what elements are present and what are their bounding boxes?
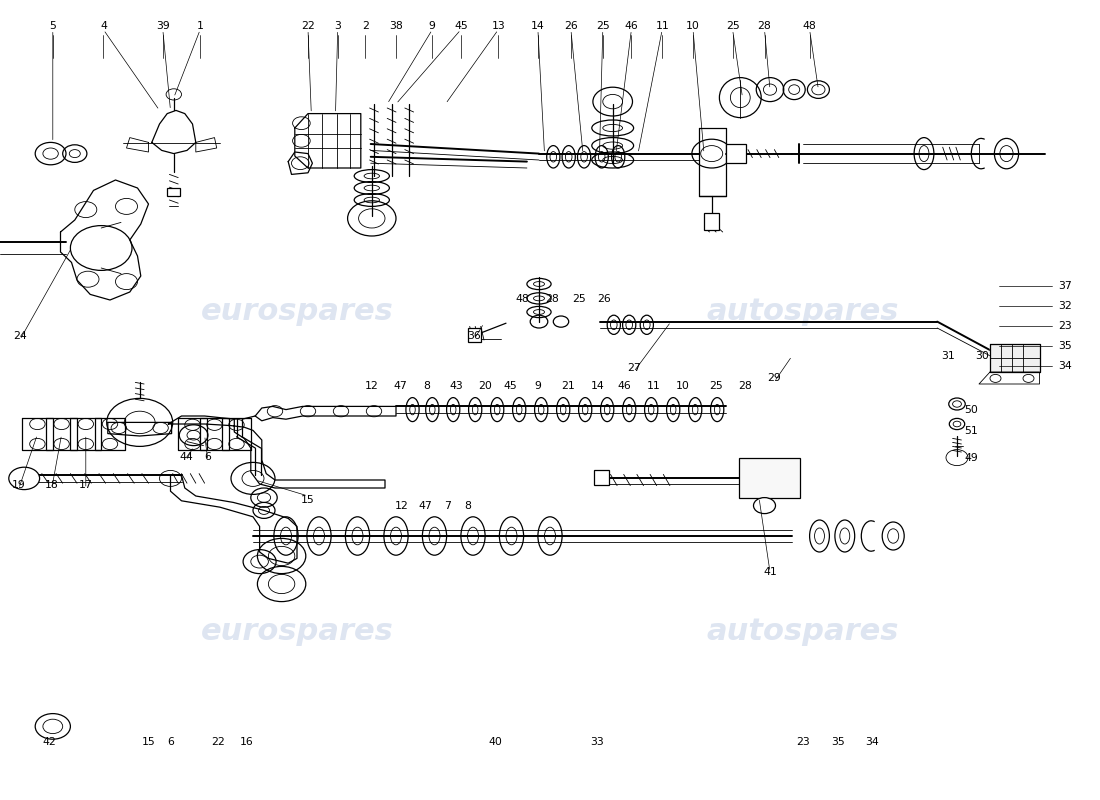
Text: 47: 47 [419, 501, 432, 510]
Text: 32: 32 [1058, 302, 1071, 311]
Text: 22: 22 [211, 738, 224, 747]
Text: 31: 31 [942, 351, 955, 361]
Text: 6: 6 [205, 452, 211, 462]
Bar [704, 213, 719, 230]
Text: 35: 35 [1058, 342, 1071, 351]
Text: 21: 21 [561, 381, 574, 390]
Text: 14: 14 [591, 381, 604, 390]
Text: 25: 25 [596, 21, 609, 30]
Text: 27: 27 [627, 363, 640, 373]
Text: 20: 20 [478, 381, 492, 390]
Text: 15: 15 [301, 495, 315, 505]
Text: 45: 45 [504, 381, 517, 390]
Text: 23: 23 [796, 738, 810, 747]
Text: 39: 39 [156, 21, 169, 30]
Text: 37: 37 [1058, 282, 1071, 291]
Bar [739, 458, 800, 498]
Text: 47: 47 [394, 381, 407, 390]
Text: 41: 41 [763, 567, 777, 577]
Text: 17: 17 [79, 480, 92, 490]
Text: 12: 12 [365, 381, 378, 390]
Text: 26: 26 [564, 21, 578, 30]
Text: 46: 46 [625, 21, 638, 30]
Text: 1: 1 [197, 21, 204, 30]
Bar [167, 188, 180, 196]
Text: 9: 9 [429, 21, 436, 30]
Text: 40: 40 [488, 738, 502, 747]
Bar [468, 328, 481, 342]
Bar [594, 470, 609, 485]
Polygon shape [990, 344, 1040, 372]
Text: 35: 35 [832, 738, 845, 747]
Text: 25: 25 [710, 381, 723, 390]
Text: 28: 28 [738, 381, 751, 390]
Text: 43: 43 [450, 381, 463, 390]
Text: 49: 49 [965, 453, 978, 462]
Text: 25: 25 [726, 21, 739, 30]
Text: 33: 33 [591, 738, 604, 747]
Text: 38: 38 [389, 21, 403, 30]
Text: 6: 6 [167, 738, 174, 747]
Text: eurospares: eurospares [200, 298, 394, 326]
Text: 26: 26 [597, 294, 611, 304]
Text: 25: 25 [572, 294, 585, 304]
Text: 30: 30 [976, 351, 989, 361]
Text: 12: 12 [395, 501, 408, 510]
Text: 18: 18 [45, 480, 58, 490]
Text: 23: 23 [1058, 322, 1071, 331]
Text: 13: 13 [492, 21, 505, 30]
Text: 42: 42 [43, 738, 56, 747]
Text: 15: 15 [142, 738, 155, 747]
Text: 5: 5 [50, 21, 56, 30]
Text: 11: 11 [656, 21, 669, 30]
Text: 48: 48 [803, 21, 816, 30]
Text: 51: 51 [965, 426, 978, 436]
Text: 34: 34 [1058, 361, 1071, 370]
Text: autospares: autospares [707, 298, 899, 326]
Text: 11: 11 [647, 381, 660, 390]
Text: 45: 45 [454, 21, 467, 30]
Text: 28: 28 [758, 21, 771, 30]
Circle shape [754, 498, 776, 514]
Text: 14: 14 [531, 21, 544, 30]
Text: 34: 34 [866, 738, 879, 747]
Text: 50: 50 [965, 405, 978, 414]
Text: 10: 10 [686, 21, 700, 30]
Text: eurospares: eurospares [200, 618, 394, 646]
Text: 10: 10 [676, 381, 690, 390]
Text: 44: 44 [179, 452, 192, 462]
Text: 16: 16 [240, 738, 253, 747]
Text: 36: 36 [468, 331, 481, 341]
Text: 22: 22 [301, 21, 315, 30]
Bar [726, 144, 746, 163]
Text: 4: 4 [100, 21, 107, 30]
Text: 8: 8 [424, 381, 430, 390]
Text: 3: 3 [334, 21, 341, 30]
Text: autospares: autospares [707, 618, 899, 646]
Text: 9: 9 [535, 381, 541, 390]
Text: 48: 48 [516, 294, 529, 304]
Text: 8: 8 [464, 501, 471, 510]
Text: 24: 24 [13, 331, 26, 341]
Text: 29: 29 [768, 373, 781, 382]
Text: 7: 7 [444, 501, 451, 510]
Text: 28: 28 [546, 294, 559, 304]
Text: 2: 2 [362, 21, 369, 30]
Text: 46: 46 [618, 381, 631, 390]
Circle shape [9, 467, 40, 490]
Text: 19: 19 [12, 480, 25, 490]
